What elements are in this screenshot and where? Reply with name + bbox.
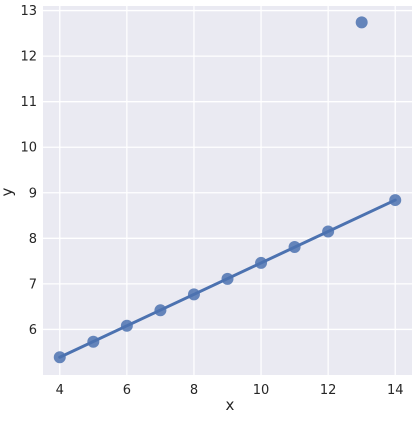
x-tick-label: 4	[56, 383, 64, 398]
x-tick-label: 12	[320, 383, 337, 398]
x-tick-label: 6	[123, 383, 131, 398]
y-tick-labels: 6 7 8 9 10 11 12 13	[20, 4, 37, 338]
x-tick-label: 14	[387, 383, 404, 398]
data-point	[288, 240, 301, 253]
y-tick-label: 11	[20, 95, 37, 110]
data-point	[87, 335, 100, 348]
data-point	[154, 304, 167, 317]
data-point	[120, 319, 133, 332]
x-axis-label: x	[226, 396, 235, 414]
grid-lines	[43, 6, 412, 375]
data-point	[53, 351, 66, 364]
data-point	[255, 256, 268, 269]
y-tick-label: 10	[20, 141, 37, 156]
y-tick-label: 12	[20, 50, 37, 65]
data-point	[322, 225, 335, 238]
y-tick-label: 8	[29, 232, 37, 247]
data-points	[53, 16, 402, 364]
data-point	[187, 288, 200, 301]
plot-background	[43, 6, 412, 375]
y-axis-label: y	[0, 187, 16, 196]
y-tick-label: 13	[20, 4, 37, 19]
data-point	[221, 272, 234, 285]
y-tick-label: 6	[29, 323, 37, 338]
x-tick-label: 8	[190, 383, 198, 398]
x-tick-labels: 4 6 8 10 12 14	[56, 383, 404, 398]
y-tick-label: 7	[29, 277, 37, 292]
x-tick-label: 10	[253, 383, 270, 398]
data-point	[355, 16, 368, 29]
y-tick-label: 9	[29, 186, 37, 201]
data-point	[389, 194, 402, 207]
